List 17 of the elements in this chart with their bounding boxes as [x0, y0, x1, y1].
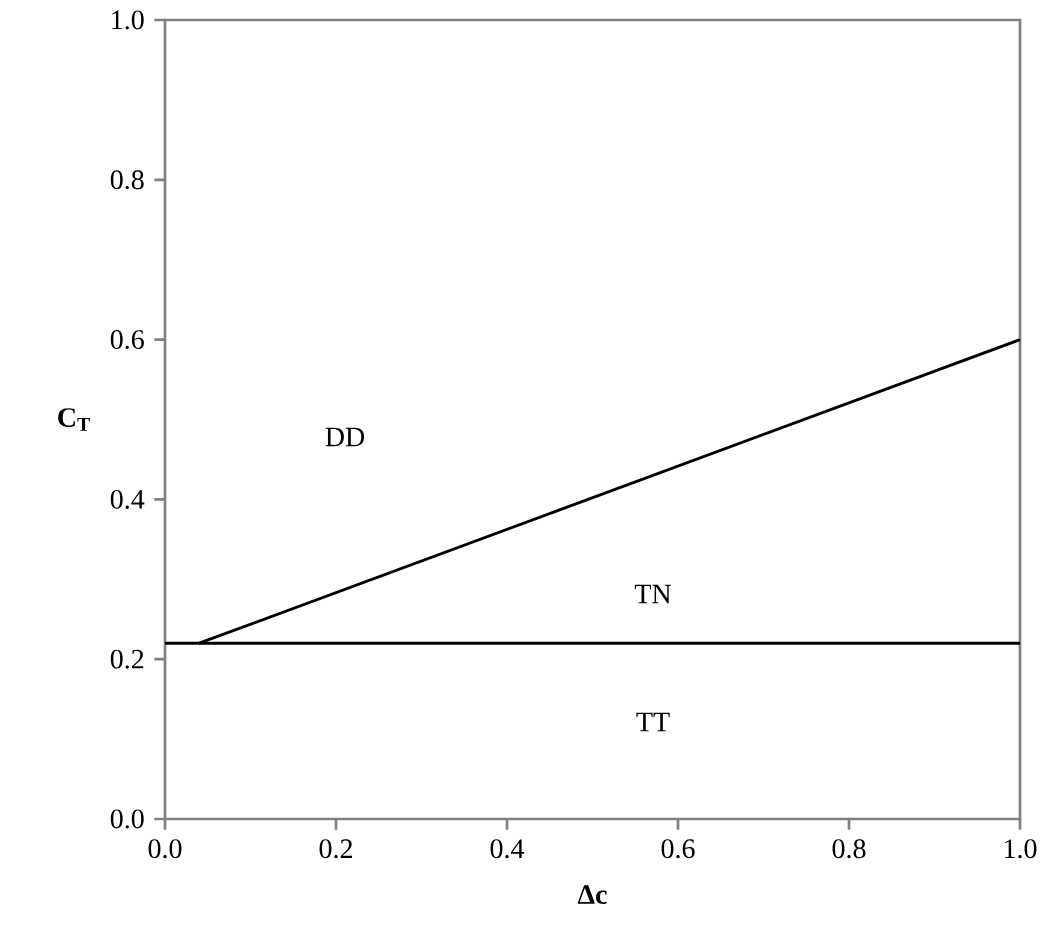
y-tick-label: 0.2 — [110, 649, 144, 669]
y-tick-label: 0.8 — [110, 170, 144, 190]
x-tick-label: 1.0 — [1004, 839, 1037, 859]
x-tick-label: 0.4 — [490, 839, 525, 859]
y-tick-label: 0.6 — [110, 330, 144, 350]
x-tick-label: 0.0 — [148, 839, 182, 859]
x-tick-label: 0.2 — [319, 839, 352, 859]
annotation: TN — [634, 584, 672, 604]
y-axis-title: C$_{T}$ — [58, 408, 90, 431]
y-tick-label: 0.0 — [110, 809, 144, 829]
y-tick-label: 0.4 — [110, 489, 145, 509]
x-tick-label: 0.8 — [832, 839, 866, 859]
annotation: TT — [636, 712, 670, 732]
y-tick-label: 1.0 — [112, 10, 144, 30]
x-tick-label: 0.6 — [661, 839, 695, 859]
x-axis-title: Δc — [577, 885, 607, 904]
annotation: DD — [325, 427, 365, 447]
